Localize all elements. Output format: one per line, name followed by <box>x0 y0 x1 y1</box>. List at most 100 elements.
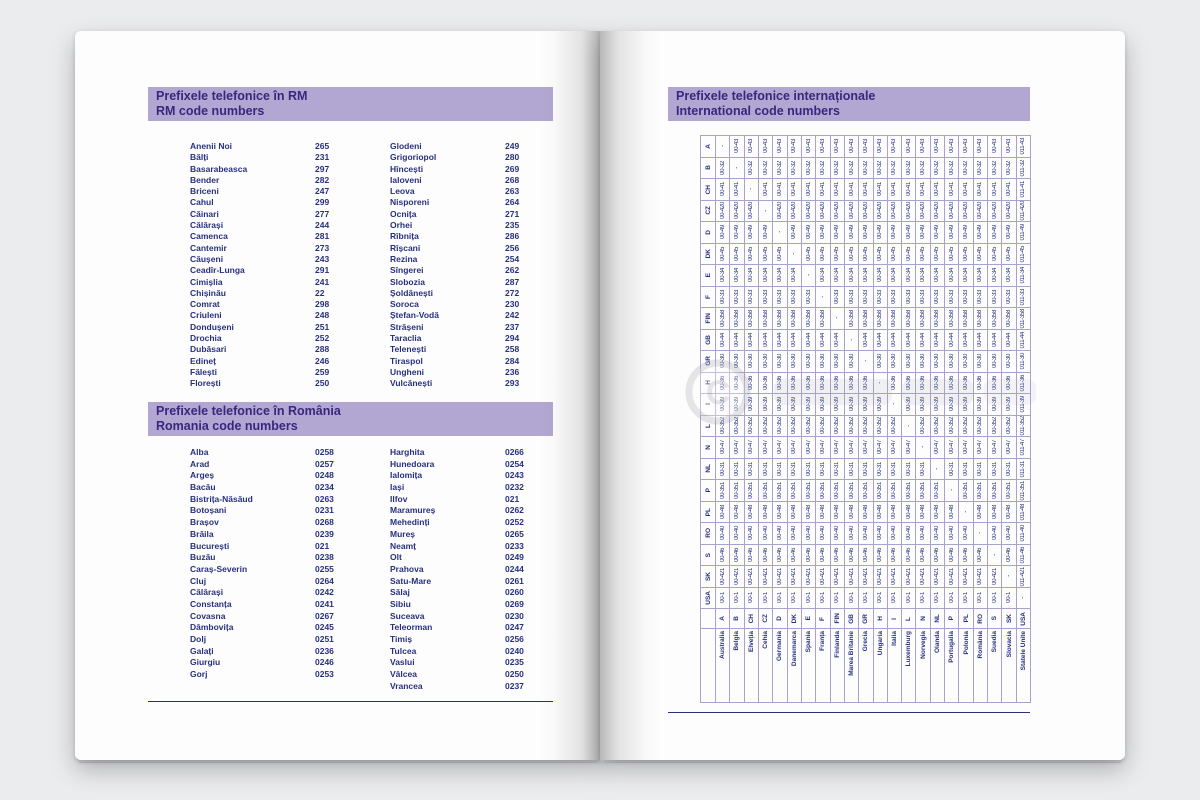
prefix-cell: 00-43 <box>988 136 1003 158</box>
prefix-cell: 00-352 <box>830 415 845 437</box>
prefix-cell-text: 00-421 <box>891 567 898 585</box>
prefix-cell-text: 00-48 <box>748 504 755 519</box>
prefix-cell-text: 00-44 <box>819 332 826 347</box>
prefix-cell: 00-30 <box>873 351 888 373</box>
prefix-cell: 00-1 <box>758 587 774 609</box>
prefix-cell-text: 00-39 <box>991 397 998 412</box>
prefix-cell: 00-43 <box>787 136 802 158</box>
prefix-cell-text: 00-34 <box>762 268 769 283</box>
prefix-cell-text: 00-39 <box>977 397 984 412</box>
place-name: Căinari <box>190 208 219 219</box>
place-code: 0247 <box>505 622 524 633</box>
prefix-cell-text: 00-31 <box>920 461 927 476</box>
col-country: Luxemburg <box>902 629 917 703</box>
col-abbr-text: I <box>890 617 898 620</box>
prefix-cell-text: 00-351 <box>963 481 970 499</box>
prefix-cell: 00-351 <box>973 480 989 502</box>
code-row: Drochia 252 <box>190 333 329 344</box>
prefix-cell: 00-33 <box>716 286 731 308</box>
prefix-cell: 00-351 <box>873 480 888 502</box>
prefix-cell: 00-48 <box>816 501 831 523</box>
prefix-cell-text: 00-44 <box>834 332 841 347</box>
col-abbr: I <box>887 609 903 629</box>
prefix-cell: 00-48 <box>773 501 788 523</box>
prefix-cell: 00-420 <box>916 200 931 222</box>
prefix-cell-text: 00-46 <box>819 547 826 562</box>
col-abbr: GR <box>859 609 874 629</box>
prefix-cell: 00-39 <box>988 394 1003 416</box>
prefix-cell-text: 00-44 <box>733 332 740 347</box>
prefix-cell-text: 00-46 <box>862 547 869 562</box>
prefix-cell: 00-45 <box>758 243 774 265</box>
prefix-cell: 00-45 <box>816 243 831 265</box>
code-row: Chișinău 22 <box>190 288 329 299</box>
place-name: Suceava <box>390 610 425 621</box>
col-country: Elveția <box>744 629 759 703</box>
prefix-cell-text: 00-31 <box>891 461 898 476</box>
prefix-cell: 00-32 <box>787 157 802 179</box>
place-name: Șoldănești <box>390 287 433 298</box>
prefix-cell: 011-43 <box>1016 136 1031 158</box>
col-country-text: Norvegia <box>919 631 927 659</box>
prefix-cell: 00-351 <box>844 480 860 502</box>
prefix-cell-text: 00-39 <box>963 397 970 412</box>
prefix-cell-text: 00-36 <box>905 375 912 390</box>
prefix-cell: 00-34 <box>730 265 745 287</box>
prefix-cell: 011-420 <box>1016 200 1031 222</box>
prefix-cell-text: 00-33 <box>862 289 869 304</box>
prefix-cell: 00-32 <box>988 157 1003 179</box>
prefix-cell-text: 00-420 <box>963 202 970 220</box>
prefix-cell-text: 00-421 <box>805 567 812 585</box>
prefix-cell: 00-46 <box>873 544 888 566</box>
prefix-cell: 00-420 <box>988 200 1003 222</box>
prefix-cell-text: - <box>948 489 955 492</box>
prefix-cell: 00-48 <box>930 501 946 523</box>
code-row: Cimișlia 241 <box>190 277 329 288</box>
place-code: 254 <box>505 253 520 264</box>
code-row: Caraș-Severin 0255 <box>190 564 334 576</box>
prefix-cell-text: 00-40 <box>762 526 769 541</box>
prefix-cell: 00-48 <box>887 501 903 523</box>
code-row: Prahova 0244 <box>390 564 524 576</box>
prefix-cell: 00-47 <box>744 437 759 459</box>
prefix-cell-text: 00-40 <box>862 526 869 541</box>
prefix-cell-text: 00-34 <box>719 268 726 283</box>
prefix-cell: 00-420 <box>773 200 788 222</box>
prefix-cell-text: 011-45 <box>1020 245 1027 262</box>
place-code: 0232 <box>505 482 524 493</box>
prefix-cell: 011-49 <box>1016 222 1031 244</box>
code-row: Dubăsari 288 <box>190 344 329 355</box>
prefix-cell-text: 00-40 <box>963 526 970 541</box>
prefix-cell-text: 00-46 <box>776 547 783 562</box>
prefix-cell: 00-33 <box>758 286 774 308</box>
prefix-cell-text: 00-43 <box>891 139 898 154</box>
prefix-cell-text: 00-30 <box>877 354 884 369</box>
col-country-text: Grecia <box>862 631 870 652</box>
place-name: Sibiu <box>390 598 411 609</box>
prefix-cell-text: 00-358 <box>1006 309 1013 327</box>
prefix-cell: 00-420 <box>830 200 845 222</box>
prefix-cell-text: 00-36 <box>762 375 769 390</box>
prefix-cell-text: 00-47 <box>762 440 769 455</box>
prefix-cell-text: 00-30 <box>920 354 927 369</box>
prefix-cell: 00-34 <box>773 265 788 287</box>
prefix-cell-text: 00-36 <box>733 375 740 390</box>
prefix-cell: 00-40 <box>1002 523 1017 545</box>
prefix-cell: 00-41 <box>930 179 946 201</box>
prefix-cell-text: 00-33 <box>834 289 841 304</box>
code-row: Mehedinți 0252 <box>390 517 524 529</box>
prefix-cell: 00-30 <box>830 351 845 373</box>
prefix-cell-text: 00-34 <box>834 268 841 283</box>
prefix-cell: 00-32 <box>916 157 931 179</box>
prefix-cell: 00-46 <box>744 544 759 566</box>
prefix-cell-text: 00-1 <box>977 592 984 604</box>
place-name: Botoșani <box>190 505 227 516</box>
place-name: Telenești <box>390 344 427 355</box>
prefix-cell-text: 00-351 <box>891 481 898 499</box>
prefix-cell: - <box>945 480 960 502</box>
place-name: Cluj <box>190 575 207 586</box>
prefix-cell: 00-36 <box>773 372 788 394</box>
place-name: Bender <box>190 174 220 185</box>
place-name: Ungheni <box>390 366 424 377</box>
